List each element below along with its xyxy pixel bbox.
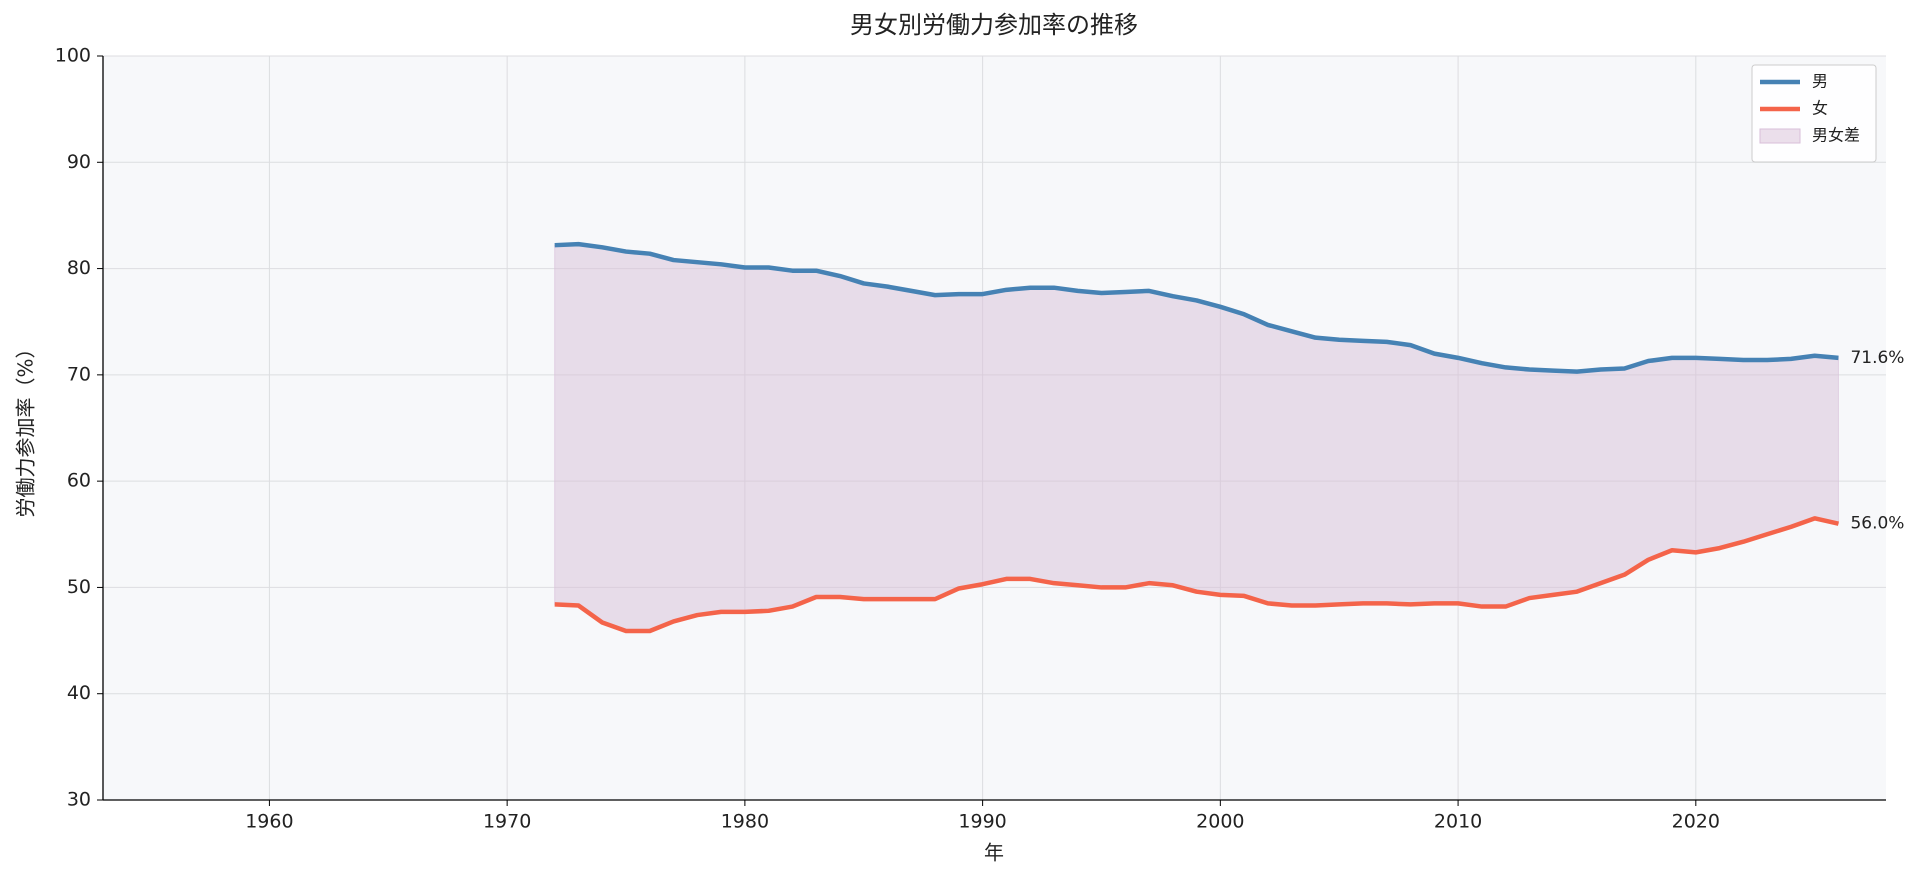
y-tick-label: 70 (67, 363, 91, 385)
x-tick-label: 1970 (483, 811, 531, 833)
y-axis-label: 労働力参加率（%） (14, 338, 38, 517)
y-tick-label: 60 (67, 470, 91, 492)
end-label: 56.0% (1850, 514, 1904, 534)
x-tick-label: 2000 (1196, 811, 1244, 833)
x-tick-label: 1980 (721, 811, 769, 833)
y-tick-label: 80 (67, 257, 91, 279)
x-tick-label: 2010 (1434, 811, 1482, 833)
x-tick-label: 2020 (1672, 811, 1720, 833)
y-tick-label: 50 (67, 576, 91, 598)
series-line (554, 516, 1839, 634)
series-line (554, 241, 1839, 374)
chart-title: 男女別労働力参加率の推移 (850, 11, 1138, 39)
y-tick-label: 30 (67, 789, 91, 811)
x-tick-label: 1990 (958, 811, 1006, 833)
y-tick-label: 40 (67, 682, 91, 704)
legend-label: 男女差 (1812, 126, 1860, 145)
legend-swatch (1759, 128, 1801, 144)
end-label: 71.6% (1850, 348, 1904, 368)
x-axis-label: 年 (984, 841, 1004, 865)
legend-label: 男 (1812, 72, 1828, 91)
x-tick-label: 1960 (245, 811, 293, 833)
y-tick-label: 100 (55, 45, 91, 67)
y-tick-label: 90 (67, 151, 91, 173)
legend-label: 女 (1812, 99, 1828, 118)
